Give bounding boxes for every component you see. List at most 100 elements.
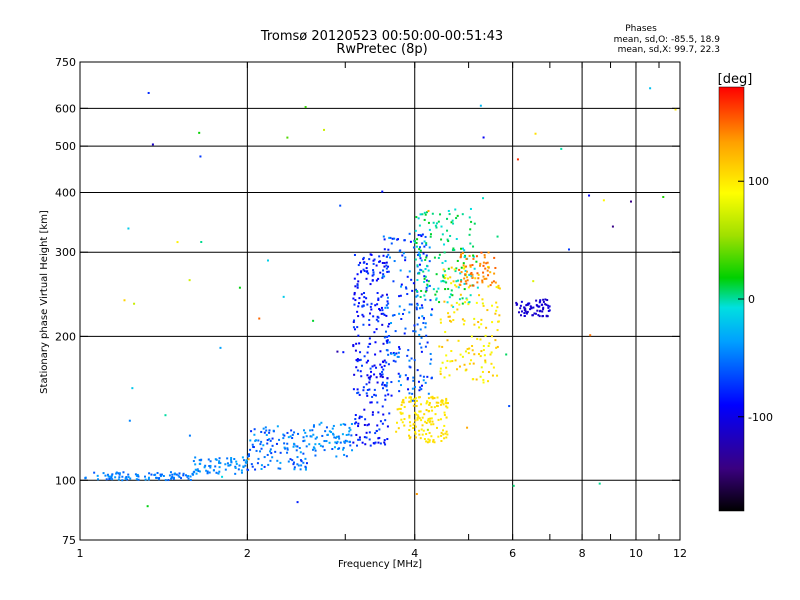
data-point — [126, 478, 129, 481]
data-point — [420, 350, 423, 353]
data-point — [466, 279, 469, 282]
data-point — [468, 216, 471, 219]
data-point — [460, 271, 463, 274]
data-point — [456, 214, 459, 217]
data-point — [197, 469, 200, 472]
data-point — [262, 427, 265, 430]
data-point — [414, 401, 417, 404]
data-point — [298, 446, 301, 449]
data-point — [278, 438, 281, 441]
data-point — [439, 370, 442, 373]
data-point — [412, 330, 415, 333]
data-point — [296, 456, 299, 459]
data-point — [398, 346, 401, 349]
data-point — [386, 341, 389, 344]
data-point — [445, 281, 448, 284]
colorbar-tick-label: 100 — [748, 175, 769, 188]
data-point — [536, 309, 539, 312]
data-point — [352, 326, 355, 329]
data-point — [419, 386, 422, 389]
data-point — [359, 261, 362, 264]
data-point — [470, 335, 473, 338]
data-point — [416, 369, 419, 372]
data-point — [447, 315, 450, 318]
data-point — [419, 410, 422, 413]
data-point — [440, 280, 443, 283]
data-point — [422, 321, 425, 324]
data-point — [426, 400, 429, 403]
data-point — [426, 428, 429, 431]
data-point — [411, 392, 414, 395]
data-point — [263, 431, 266, 434]
data-point — [376, 401, 379, 404]
data-point — [424, 322, 427, 325]
data-point — [401, 412, 404, 415]
data-point — [289, 458, 292, 461]
data-point — [365, 383, 368, 386]
data-point — [297, 432, 300, 435]
data-point — [161, 473, 164, 476]
data-point — [430, 313, 433, 316]
data-point — [368, 378, 371, 381]
data-point — [399, 384, 402, 387]
data-point — [401, 421, 404, 424]
data-point — [453, 249, 456, 252]
data-point — [458, 298, 461, 301]
data-point — [526, 310, 529, 313]
data-point — [381, 373, 384, 376]
data-point — [224, 463, 227, 466]
data-point — [442, 268, 445, 271]
data-point — [477, 273, 480, 276]
data-point — [357, 305, 360, 308]
data-point — [330, 431, 333, 434]
data-point — [404, 259, 407, 262]
data-point — [452, 222, 455, 225]
data-point — [133, 302, 136, 305]
data-point — [491, 335, 494, 338]
data-point — [428, 228, 431, 231]
data-point — [455, 285, 458, 288]
data-point — [447, 209, 450, 212]
data-point — [460, 266, 463, 269]
data-point — [319, 444, 322, 447]
data-point — [392, 359, 395, 362]
data-point — [479, 104, 482, 107]
data-point — [355, 421, 358, 424]
data-point — [379, 442, 382, 445]
data-point — [359, 358, 362, 361]
data-point — [443, 424, 446, 427]
data-point — [397, 372, 400, 375]
data-point — [445, 397, 448, 400]
data-point — [384, 306, 387, 309]
data-point — [357, 425, 360, 428]
data-point — [450, 320, 453, 323]
data-point — [436, 405, 439, 408]
data-point — [487, 380, 490, 383]
data-point — [451, 219, 454, 222]
data-point — [430, 423, 433, 426]
data-point — [251, 443, 254, 446]
data-point — [208, 465, 211, 468]
data-point — [419, 213, 422, 216]
data-point — [366, 351, 369, 354]
data-point — [479, 375, 482, 378]
data-point — [542, 298, 545, 301]
data-point — [357, 302, 360, 305]
data-point — [362, 268, 365, 271]
data-point — [360, 270, 363, 273]
data-point — [266, 442, 269, 445]
data-point — [368, 431, 371, 434]
data-point — [347, 433, 350, 436]
y-axis-ticks: 75 100 200 300 400 500 600 750 — [55, 56, 680, 547]
data-point — [430, 417, 433, 420]
data-point — [367, 359, 370, 362]
data-point — [107, 475, 110, 478]
data-point — [374, 353, 377, 356]
data-point — [406, 293, 409, 296]
data-point — [170, 477, 173, 480]
data-point — [385, 314, 388, 317]
data-point — [431, 397, 434, 400]
data-point — [416, 302, 419, 305]
data-point — [452, 280, 455, 283]
data-point — [490, 351, 493, 354]
